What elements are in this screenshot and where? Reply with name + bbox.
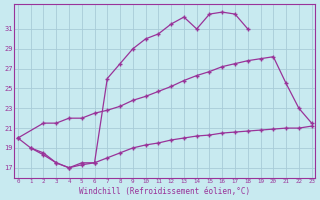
X-axis label: Windchill (Refroidissement éolien,°C): Windchill (Refroidissement éolien,°C): [79, 187, 250, 196]
